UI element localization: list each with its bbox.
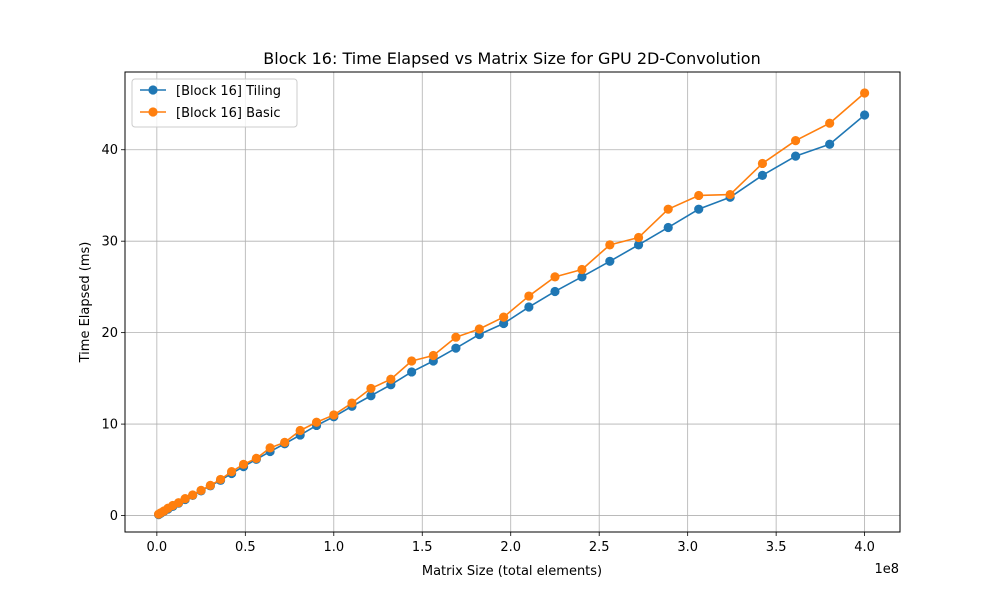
data-point	[215, 474, 226, 485]
data-point	[633, 232, 644, 243]
data-point	[188, 490, 198, 500]
data-point	[550, 272, 560, 282]
data-point	[407, 356, 417, 366]
data-point	[451, 332, 461, 342]
data-point	[524, 291, 534, 301]
series	[154, 88, 870, 520]
data-point	[329, 410, 339, 420]
data-point	[428, 350, 438, 361]
legend-box	[131, 78, 298, 128]
x-tick-label: 4.0	[854, 540, 875, 555]
data-point	[265, 443, 275, 453]
x-tick-label: 0.5	[235, 540, 256, 555]
data-point	[407, 367, 417, 377]
data-point	[605, 256, 615, 266]
data-point	[550, 286, 560, 297]
data-point	[366, 383, 376, 394]
y-tick-label: 10	[101, 418, 118, 433]
data-point	[860, 88, 870, 98]
data-point	[280, 437, 290, 447]
data-point	[366, 391, 376, 401]
legend-marker-basic	[148, 107, 158, 117]
data-point	[825, 139, 835, 149]
y-tick-label: 20	[101, 326, 118, 341]
data-point	[605, 240, 615, 250]
data-point	[694, 190, 704, 201]
legend-label-tiling: [Block 16] Tiling	[176, 84, 281, 99]
data-point	[499, 318, 509, 329]
data-point	[757, 170, 768, 180]
x-tick-label: 2.0	[500, 540, 521, 555]
legend-label-basic: [Block 16] Basic	[176, 106, 281, 121]
y-tick-label: 30	[101, 235, 118, 250]
data-point	[311, 417, 322, 427]
x-tick-label: 3.0	[677, 540, 698, 555]
x-axis-title: Matrix Size (total elements)	[422, 564, 602, 579]
plot-area-frame	[124, 71, 901, 533]
data-point	[860, 110, 870, 120]
data-point	[663, 204, 673, 214]
data-point	[694, 204, 704, 214]
data-point	[251, 453, 261, 463]
y-axis-title: Time Elapsed (ms)	[78, 242, 93, 364]
x-tick-label: 2.5	[589, 540, 610, 555]
series-1	[154, 88, 870, 519]
x-tick-label: 0.0	[147, 540, 168, 555]
data-point	[347, 398, 357, 408]
data-point	[227, 467, 237, 477]
chart-title: Block 16: Time Elapsed vs Matrix Size fo…	[263, 49, 760, 68]
axis-ticks: 0.0 0.5 1.0 1.5 2.0 2.5 3.0 3.5 4.0 0 10 20 30 40	[101, 143, 875, 555]
data-point	[633, 240, 644, 250]
y-tick-label: 0	[110, 509, 118, 524]
x-axis-offset-label: 1e8	[874, 562, 899, 577]
data-point	[173, 498, 184, 508]
data-point	[451, 343, 461, 353]
data-point	[757, 158, 768, 169]
legend-marker-tiling	[148, 85, 158, 95]
data-point	[474, 324, 484, 334]
x-tick-label: 1.5	[412, 540, 433, 555]
data-point	[238, 459, 249, 469]
legend: [Block 16] Tiling [Block 16] Basic	[131, 78, 298, 128]
data-point	[386, 374, 396, 384]
data-point	[205, 480, 215, 490]
data-point	[791, 135, 801, 146]
data-point	[180, 494, 190, 504]
data-point	[295, 425, 305, 436]
data-point	[524, 302, 534, 312]
x-tick-label: 3.5	[766, 540, 787, 555]
y-tick-label: 40	[101, 143, 118, 158]
data-point	[577, 272, 587, 282]
data-point	[577, 264, 587, 275]
grid	[125, 72, 900, 532]
data-point	[196, 485, 206, 495]
data-point	[825, 118, 835, 128]
x-tick-label: 1.0	[323, 540, 344, 555]
data-point	[663, 222, 673, 233]
data-point	[725, 189, 735, 200]
data-point	[499, 312, 509, 322]
data-point	[791, 151, 801, 161]
